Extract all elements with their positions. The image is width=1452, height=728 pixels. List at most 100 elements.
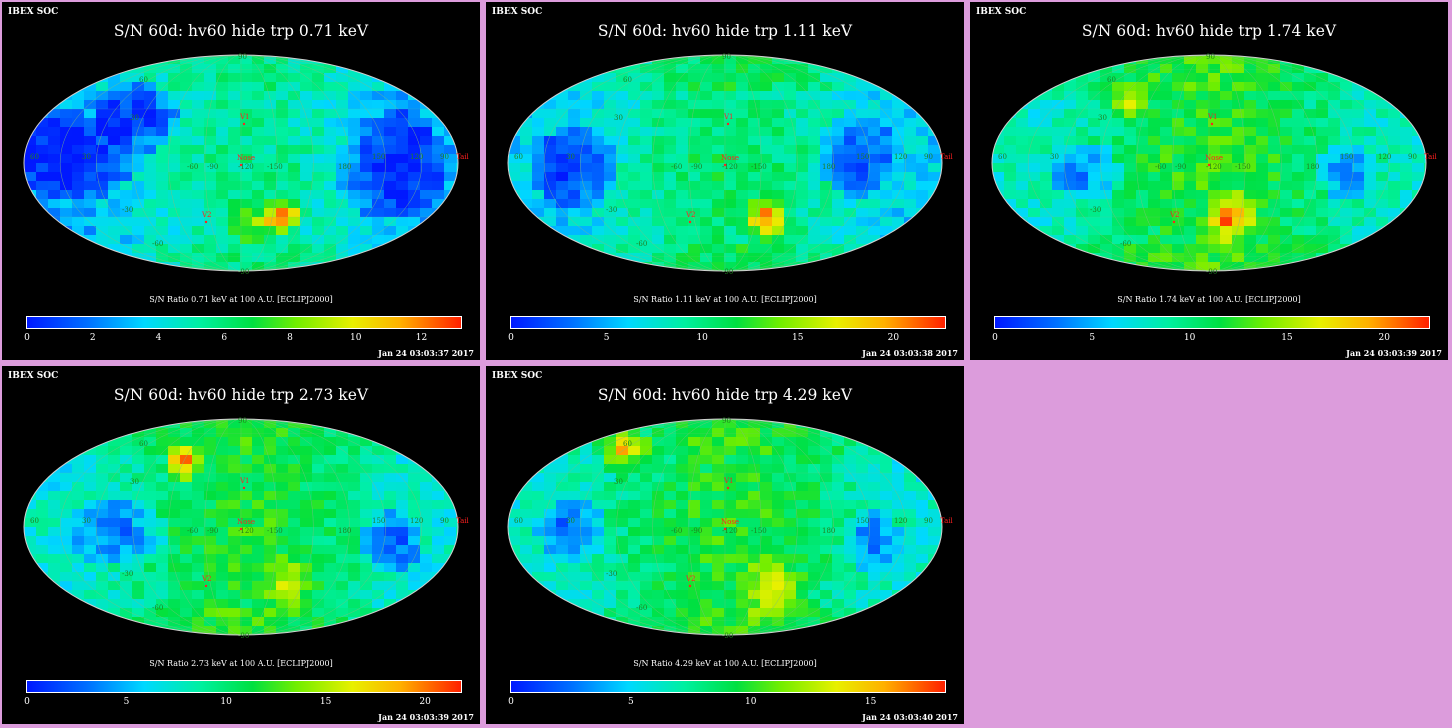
heatmap-cell: [1304, 262, 1317, 271]
heatmap-cell: [300, 145, 313, 155]
heatmap-cell: [1316, 217, 1329, 227]
heatmap-cell: [640, 64, 653, 74]
heatmap-cell: [432, 172, 445, 182]
heatmap-cell: [1220, 127, 1233, 137]
heatmap-cell: [204, 617, 217, 627]
heatmap-cell: [36, 136, 49, 146]
heatmap-cell: [228, 527, 241, 537]
panel-2: IBEX SOC S/N 60d: hv60 hide trp 1.11 keV 6…: [486, 2, 964, 360]
heatmap-cell: [300, 464, 313, 474]
heatmap-cell: [228, 208, 241, 218]
heatmap-cell: [992, 100, 1005, 110]
heatmap-cell: [1148, 244, 1161, 254]
heatmap-cell: [168, 127, 181, 137]
heatmap-cell: [180, 199, 193, 209]
heatmap-cell: [228, 262, 241, 271]
heatmap-cell: [544, 527, 557, 537]
heatmap-cell: [132, 545, 145, 555]
heatmap-cell: [580, 536, 593, 546]
heatmap-cell: [724, 163, 737, 173]
heatmap-cell: [72, 581, 85, 591]
heatmap-cell: [640, 190, 653, 200]
heatmap-cell: [1232, 172, 1245, 182]
heatmap-cell: [580, 55, 593, 65]
heatmap-cell: [36, 127, 49, 137]
heatmap-cell: [444, 253, 457, 263]
heatmap-cell: [420, 109, 433, 119]
heatmap-cell: [1028, 82, 1041, 92]
heatmap-cell: [1124, 181, 1137, 191]
colorbar: [510, 316, 946, 329]
heatmap-cell: [652, 563, 665, 573]
heatmap-cell: [1040, 118, 1053, 128]
heatmap-cell: [240, 145, 253, 155]
heatmap-cell: [820, 91, 833, 101]
heatmap-cell: [240, 419, 253, 429]
heatmap-cell: [312, 545, 325, 555]
heatmap-cell: [796, 446, 809, 456]
heatmap-cell: [1304, 91, 1317, 101]
heatmap-cell: [832, 199, 845, 209]
colorbar-tick: 15: [319, 697, 332, 707]
heatmap-cell: [384, 464, 397, 474]
heatmap-cell: [156, 446, 169, 456]
heatmap-cell: [712, 590, 725, 600]
heatmap-cell: [784, 599, 797, 609]
heatmap-cell: [628, 91, 641, 101]
heatmap-cell: [312, 491, 325, 501]
heatmap-cell: [372, 235, 385, 245]
heatmap-cell: [24, 82, 37, 92]
heatmap-cell: [1292, 100, 1305, 110]
heatmap-cell: [336, 482, 349, 492]
heatmap-cell: [84, 509, 97, 519]
heatmap-cell: [1268, 136, 1281, 146]
heatmap-cell: [592, 154, 605, 164]
heatmap-cell: [916, 455, 929, 465]
heatmap-cell: [736, 262, 749, 271]
heatmap-cell: [592, 199, 605, 209]
marker-label-v1: V1: [1207, 113, 1218, 121]
heatmap-cell: [1328, 163, 1341, 173]
heatmap-cell: [808, 590, 821, 600]
heatmap-cell: [216, 199, 229, 209]
heatmap-cell: [724, 572, 737, 582]
heatmap-cell: [1184, 190, 1197, 200]
heatmap-cell: [1052, 190, 1065, 200]
heatmap-cell: [928, 253, 941, 263]
heatmap-cell: [1220, 217, 1233, 227]
heatmap-cell: [1100, 55, 1113, 65]
heatmap-cell: [1352, 136, 1365, 146]
heatmap-cell: [1148, 181, 1161, 191]
heatmap-cell: [592, 500, 605, 510]
heatmap-cell: [688, 446, 701, 456]
heatmap-cell: [628, 163, 641, 173]
heatmap-cell: [72, 82, 85, 92]
heatmap-cell: [1244, 253, 1257, 263]
heatmap-cell: [820, 482, 833, 492]
heatmap-cell: [904, 626, 917, 635]
heatmap-cell: [420, 428, 433, 438]
heatmap-cell: [420, 482, 433, 492]
heatmap-cell: [168, 527, 181, 537]
heatmap-cell: [60, 235, 73, 245]
heatmap-cell: [724, 536, 737, 546]
heatmap-cell: [276, 208, 289, 218]
heatmap-cell: [180, 244, 193, 254]
heatmap-cell: [204, 599, 217, 609]
heatmap-cell: [264, 527, 277, 537]
heatmap-cell: [456, 518, 458, 528]
heatmap-cell: [120, 500, 133, 510]
heatmap-cell: [1424, 64, 1426, 74]
heatmap-cell: [796, 545, 809, 555]
heatmap-cell: [568, 199, 581, 209]
heatmap-cell: [96, 518, 109, 528]
heatmap-cell: [652, 217, 665, 227]
heatmap-cell: [396, 554, 409, 564]
heatmap-cell: [252, 455, 265, 465]
heatmap-cell: [168, 226, 181, 236]
heatmap-cell: [676, 518, 689, 528]
heatmap-cell: [784, 163, 797, 173]
heatmap-cell: [880, 590, 893, 600]
marker-label-tail: Tail: [456, 517, 470, 525]
heatmap-cell: [192, 428, 205, 438]
